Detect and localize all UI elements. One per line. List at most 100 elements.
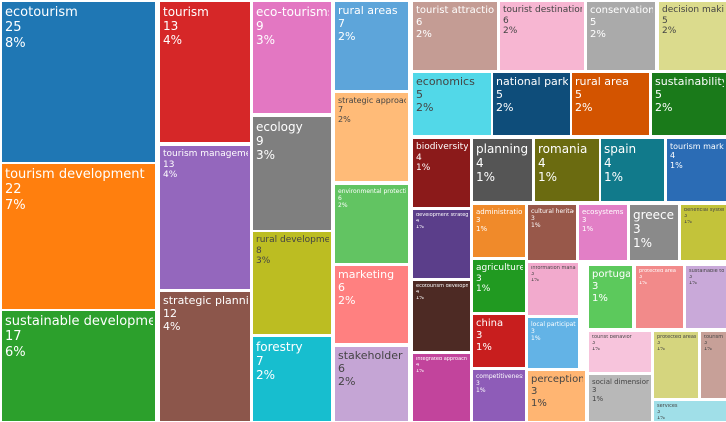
treemap-cell[interactable]: rural areas 7 2%	[335, 2, 408, 90]
treemap-cell[interactable]: marketing 6 2%	[335, 266, 408, 343]
treemap-cell[interactable]: information management31%	[528, 263, 578, 315]
treemap-cell[interactable]: integrated approach 4 1%	[413, 354, 470, 421]
treemap-cell[interactable]: rural area 5 2%	[572, 73, 649, 135]
treemap-cell[interactable]: competitiveness 3 1%	[473, 370, 525, 421]
treemap-cell[interactable]: rural development83%	[253, 232, 331, 334]
treemap-cell[interactable]: conservation 5 2%	[587, 2, 655, 70]
treemap-cell-value: 7	[338, 17, 345, 30]
treemap-cell-percent: 1%	[633, 236, 653, 251]
treemap-cell[interactable]: china 3 1%	[473, 315, 525, 367]
treemap-cell-percent: 1%	[531, 397, 547, 409]
treemap-cell-label: perception	[531, 374, 583, 385]
treemap-cell-label-group: tourist attraction 6 2%	[416, 5, 495, 40]
treemap-cell-label: tourism economics	[704, 335, 724, 340]
treemap-cell[interactable]: strategic approach 7 2%	[335, 93, 408, 181]
treemap-cell-value: 3	[531, 215, 535, 223]
treemap-cell-value: 4	[476, 156, 484, 171]
treemap-cell[interactable]: economics 5 2%	[413, 73, 491, 135]
treemap-cell-label: portugal	[592, 269, 630, 280]
treemap-cell-label-group: perception 3 1%	[531, 374, 583, 409]
treemap-cell-label-group: tourist behavior 3 1%	[592, 335, 649, 353]
treemap-cell-label: stakeholder	[338, 350, 403, 362]
treemap-cell[interactable]: sustainability 5 2%	[652, 73, 726, 135]
treemap-cell[interactable]: eco-tourisms 9 3%	[253, 2, 331, 113]
treemap-cell[interactable]: tourism market41%	[667, 139, 726, 201]
treemap-cell[interactable]: tourism development 22 7%	[2, 164, 155, 309]
treemap-cell-label: social dimension	[592, 378, 649, 386]
treemap-cell-label-group: local participation31%	[531, 321, 576, 342]
treemap-cell-percent: 2%	[496, 101, 514, 114]
treemap-cell[interactable]: ecology 9 3%	[253, 117, 331, 230]
treemap-cell-percent: 1%	[684, 219, 692, 225]
treemap-cell-label-group: national park 5 2%	[496, 76, 568, 115]
treemap-cell-value: 4	[604, 156, 612, 171]
treemap-cell-value: 3	[704, 340, 708, 346]
treemap-cell[interactable]: tourist destination 6 2%	[500, 2, 584, 70]
treemap-cell-percent: 1%	[416, 368, 424, 374]
treemap-cell[interactable]: forestry 7 2%	[253, 337, 331, 421]
treemap-cell-percent: 1%	[592, 394, 604, 403]
treemap-cell[interactable]: biodiversity 4 1%	[413, 139, 470, 207]
treemap-cell[interactable]: protected areas 3 1%	[654, 332, 698, 398]
treemap-cell-value: 4	[538, 156, 546, 171]
treemap-cell[interactable]: sustainable development 17 6%	[2, 311, 155, 421]
treemap-cell-value: 3	[582, 216, 587, 225]
treemap-cell-percent: 1%	[476, 224, 488, 233]
treemap-cell-value: 9	[256, 134, 264, 149]
treemap-cell-label: greece	[633, 208, 675, 222]
treemap-cell[interactable]: cultural heritages31%	[528, 205, 576, 260]
treemap-cell[interactable]: strategic planning124%	[160, 292, 250, 421]
treemap-cell-percent: 2%	[338, 114, 351, 124]
treemap-cell[interactable]: tourism management134%	[160, 146, 250, 289]
treemap-cell-value: 6	[503, 15, 509, 26]
treemap-cell-percent: 1%	[704, 346, 712, 352]
treemap-cell[interactable]: agriculture 3 1%	[473, 260, 525, 312]
treemap-cell[interactable]: ecotourism development41%	[413, 281, 470, 351]
treemap-cell-label-group: rural area 5 2%	[575, 76, 647, 115]
treemap-cell-label: strategic planning	[163, 295, 248, 307]
treemap-cell[interactable]: portugal 3 1%	[589, 266, 632, 328]
treemap-cell-value: 13	[163, 159, 175, 170]
treemap-cell-label-group: sustainable development 17 6%	[5, 314, 153, 360]
treemap-cell[interactable]: ecotourism 25 8%	[2, 2, 155, 162]
treemap-cell-value: 4	[416, 218, 420, 224]
treemap-cell[interactable]: greece 3 1%	[630, 205, 678, 260]
treemap-cell-percent: 2%	[503, 26, 518, 37]
treemap-cell[interactable]: decision making52%	[659, 2, 726, 70]
treemap-cell-label-group: social dimension 3 1%	[592, 378, 649, 403]
treemap-cell[interactable]: stakeholder 6 2%	[335, 347, 408, 421]
treemap-cell[interactable]: perception 3 1%	[528, 371, 585, 421]
treemap-cell[interactable]: romania 4 1%	[535, 139, 599, 201]
treemap-cell-percent: 2%	[575, 101, 593, 114]
treemap-cell[interactable]: development strategies41%	[413, 210, 470, 278]
treemap-cell[interactable]: tourist attraction 6 2%	[413, 2, 497, 70]
treemap-cell-label: competitiveness	[476, 373, 523, 380]
treemap-cell[interactable]: social dimension 3 1%	[589, 375, 651, 421]
treemap-cell[interactable]: planning 4 1%	[473, 139, 532, 201]
treemap-cell[interactable]: tourist behavior 3 1%	[589, 332, 651, 372]
treemap-cell[interactable]: environmental protection62%	[335, 185, 408, 263]
treemap-cell[interactable]: administration 3 1%	[473, 205, 525, 257]
treemap-cell-label-group: conservation 5 2%	[590, 5, 653, 40]
treemap-cell[interactable]: tourism economics31%	[701, 332, 726, 398]
treemap-cell[interactable]: ecosystems 3 1%	[579, 205, 627, 260]
treemap-cell[interactable]: tourism 13 4%	[160, 2, 250, 142]
treemap-cell-value: 3	[531, 385, 538, 397]
treemap-cell-label: rural area	[575, 76, 629, 88]
treemap-cell[interactable]: national park 5 2%	[493, 73, 570, 135]
treemap-cell-label: beneficial systems	[684, 208, 724, 213]
treemap-cell-label: integrated approach	[416, 357, 468, 362]
treemap-cell-label: ecology	[256, 120, 303, 134]
treemap-cell[interactable]: spain 4 1%	[601, 139, 664, 201]
treemap-cell[interactable]: local participation31%	[528, 318, 578, 368]
treemap-cell[interactable]: protected area 3 1%	[636, 266, 683, 328]
treemap-cell-label-group: information management31%	[531, 266, 576, 284]
treemap-cell-label-group: ecology 9 3%	[256, 120, 329, 162]
treemap-cell[interactable]: services 3 1%	[654, 401, 726, 421]
treemap-cell-label-group: agriculture 3 1%	[476, 263, 523, 295]
treemap-cell-percent: 1%	[476, 284, 491, 295]
treemap-cell-percent: 1%	[639, 280, 647, 286]
